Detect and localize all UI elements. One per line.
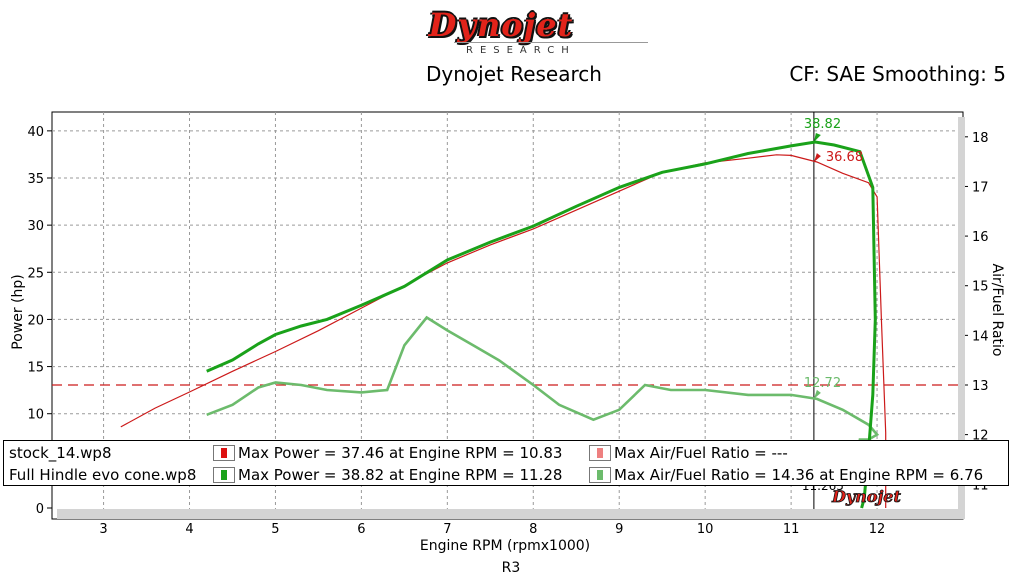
legend-row-hindle: Full Hindle evo cone.wp8 Max Power = 38.… [4,464,1008,486]
y-tick-label: 10 [27,408,44,423]
y2-tick-label: 17 [972,180,989,195]
watermark-logo: Dynojet [831,487,902,507]
logo-rule [454,42,648,43]
dynojet-logo: Dynojet RESEARCH [376,8,648,56]
cursor-value-green-power: 38.82 [804,117,841,132]
right-axis-label: Air/Fuel Ratio [989,264,1005,357]
y-tick-label: 0 [36,502,44,517]
y-axis-label: Power (hp) [10,274,26,349]
legend-swatch-stock-afr [589,445,611,461]
x-tick-label: 3 [99,522,107,537]
series-line-stock-power [120,154,887,508]
chart-legend: stock_14.wp8 Max Power = 37.46 at Engine… [3,440,1009,486]
legend-afr-hindle: Max Air/Fuel Ratio = 14.36 at Engine RPM… [614,466,984,484]
x-axis-label: Engine RPM (rpmx1000) [420,538,590,554]
cursor-marker-afr [813,389,821,399]
swatch-fill [597,448,603,458]
legend-file-hindle: Full Hindle evo cone.wp8 [9,466,197,484]
y-tick-label: 15 [27,361,44,376]
logo-wordmark: Dynojet [428,6,574,44]
y2-tick-label: 16 [972,230,989,245]
chart-settings-label: CF: SAE Smoothing: 5 [789,62,1006,86]
legend-power-stock: Max Power = 37.46 at Engine RPM = 10.83 [238,444,563,462]
y-tick-label: 40 [27,125,44,140]
y2-tick-label: 15 [972,280,989,295]
y2-tick-label: 13 [972,379,989,394]
legend-afr-stock: Max Air/Fuel Ratio = --- [614,444,788,462]
x-tick-label: 12 [869,522,886,537]
swatch-fill [221,470,227,480]
watermark-wordmark: Dynojet [831,487,901,506]
y2-tick-label: 14 [972,329,989,344]
cursor-marker-red [813,153,821,163]
y-tick-label: 30 [27,219,44,234]
chart-footer-label: R3 [502,560,521,576]
x-tick-label: 7 [443,522,451,537]
legend-power-hindle: Max Power = 38.82 at Engine RPM = 11.28 [238,466,563,484]
x-tick-label: 10 [697,522,714,537]
swatch-fill [221,448,227,458]
y-tick-label: 25 [27,266,44,281]
y-tick-label: 35 [27,172,44,187]
y-tick-label: 20 [27,313,44,328]
legend-swatch-hindle-power [213,467,235,483]
y2-tick-label: 18 [972,131,989,146]
swatch-fill [597,470,603,480]
legend-row-stock: stock_14.wp8 Max Power = 37.46 at Engine… [4,442,1008,464]
x-tick-label: 4 [185,522,193,537]
x-tick-label: 6 [357,522,365,537]
axis-ticks: 3456789101112051015202530354011121314151… [27,125,988,537]
legend-swatch-stock-power [213,445,235,461]
x-tick-label: 5 [271,522,279,537]
y2-tick-label: 12 [972,429,989,444]
cursor-value-red-power: 36.68 [826,150,863,165]
logo-subtitle: RESEARCH [466,45,576,56]
legend-file-stock: stock_14.wp8 [9,444,112,462]
cursor-value-green-afr: 12.72 [804,376,841,391]
series-line-hindle-power [206,140,877,509]
cursor-marker-green [813,132,821,142]
x-tick-label: 9 [615,522,623,537]
x-tick-label: 11 [783,522,800,537]
x-tick-label: 8 [529,522,537,537]
legend-swatch-hindle-afr [589,467,611,483]
chart-company-title: Dynojet Research [426,62,602,86]
right-axis-band [958,117,965,519]
x-axis-band [57,509,959,519]
